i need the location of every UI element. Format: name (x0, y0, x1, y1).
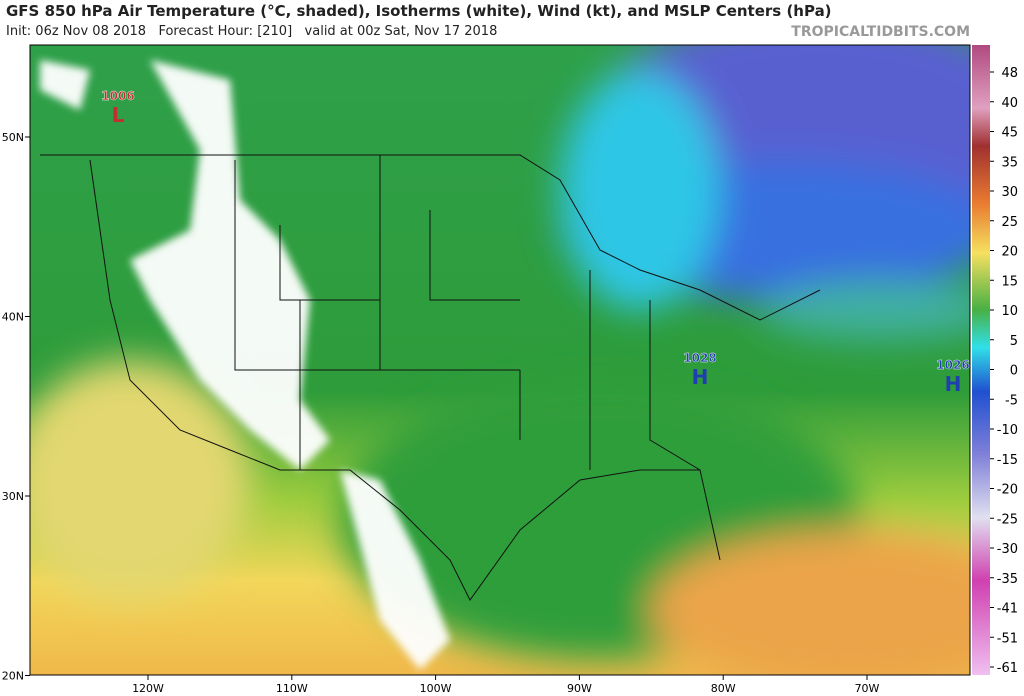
colorbar-label: 40 (1001, 96, 1018, 111)
lat-label: 40N (2, 311, 24, 324)
colorbar-label: -10 (997, 423, 1018, 438)
lon-label: 100W (420, 682, 452, 695)
map-frame (29, 44, 971, 676)
map-area (30, 45, 970, 675)
lon-label: 120W (132, 682, 164, 695)
colorbar-label: 45 (1001, 126, 1018, 141)
pressure-symbol: H (945, 372, 962, 396)
colorbar-label: 30 (1001, 185, 1018, 200)
subtitle: Init: 06z Nov 08 2018 Forecast Hour: [21… (6, 24, 498, 39)
watermark: TROPICALTIDBITS.COM (791, 24, 970, 40)
pressure-symbol: H (692, 365, 709, 389)
colorbar-label: -20 (997, 483, 1018, 498)
colorbar-label: -15 (997, 453, 1018, 468)
colorbar-label: 20 (1001, 245, 1018, 260)
pressure-value: 1006 (101, 89, 134, 103)
colorbar-label: -30 (997, 542, 1018, 557)
lon-label: 90W (567, 682, 592, 695)
lat-label: 30N (2, 490, 24, 503)
colorbar-label: 48 (1001, 66, 1018, 81)
colorbar-label: 35 (1001, 155, 1018, 170)
lat-label: 20N (2, 670, 24, 683)
pressure-value: 1028 (683, 351, 716, 365)
colorbar-label: 25 (1001, 215, 1018, 230)
colorbar-label: -41 (997, 602, 1018, 617)
colorbar (972, 45, 990, 675)
colorbar-label: 5 (1010, 334, 1018, 349)
colorbar-label: -51 (997, 631, 1018, 646)
colorbar-label: -35 (997, 572, 1018, 587)
colorbar-label: -61 (997, 661, 1018, 676)
lat-label: 50N (2, 131, 24, 144)
pressure-value: 1026 (936, 358, 969, 372)
colorbar-label: -5 (1005, 393, 1018, 408)
lon-label: 80W (711, 682, 736, 695)
colorbar-label: 10 (1001, 304, 1018, 319)
pressure-symbol: L (112, 103, 125, 127)
lon-label: 70W (855, 682, 880, 695)
lon-label: 110W (276, 682, 308, 695)
colorbar-label: 15 (1001, 274, 1018, 289)
colorbar-label: -25 (997, 512, 1018, 527)
colorbar-label: 0 (1010, 364, 1018, 379)
title: GFS 850 hPa Air Temperature (°C, shaded)… (6, 2, 832, 20)
